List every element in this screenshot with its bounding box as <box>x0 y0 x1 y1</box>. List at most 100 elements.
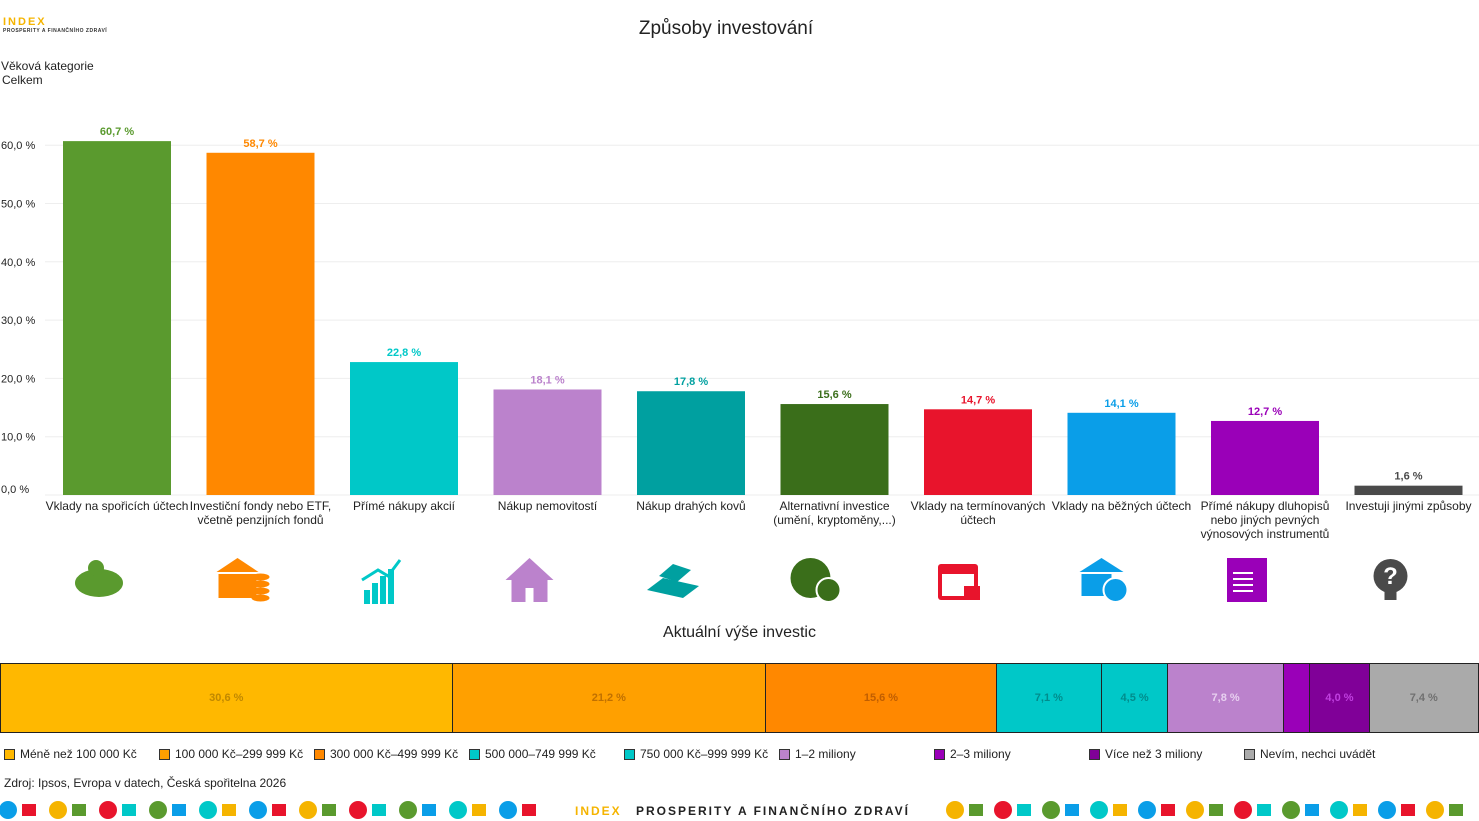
stack-segment[interactable]: 4,5 % <box>1101 663 1169 733</box>
stack-segment[interactable]: 7,8 % <box>1168 663 1284 733</box>
legend-item[interactable]: 2–3 miliony <box>934 747 1011 761</box>
bar[interactable] <box>1067 412 1176 495</box>
bar[interactable] <box>1354 485 1463 495</box>
stack-segment[interactable]: 30,6 % <box>0 663 453 733</box>
decoration-icon <box>0 801 17 819</box>
bar-value-label: 1,6 % <box>1394 471 1422 483</box>
bar-value-label: 58,7 % <box>243 138 277 150</box>
stack-segment[interactable]: 7,1 % <box>996 663 1102 733</box>
legend-item[interactable]: Méně než 100 000 Kč <box>4 747 137 761</box>
question-icon: ? <box>1373 559 1408 600</box>
gold-bars-icon <box>647 564 699 598</box>
decoration-icon <box>1113 804 1127 816</box>
stacked-chart-title: Aktuální výše investic <box>663 624 816 641</box>
x-tick-label: Alternativní investice (umění, kryptoměn… <box>773 499 896 527</box>
legend-swatch <box>624 748 635 760</box>
stack-segment[interactable]: 7,4 % <box>1369 663 1479 733</box>
bar-value-label: 15,6 % <box>817 389 851 401</box>
decoration-icon <box>1161 804 1175 816</box>
legend-label: Nevím, nechci uvádět <box>1260 747 1376 761</box>
bar-value-label: 60,7 % <box>100 126 134 138</box>
footer-logo-sub: PROSPERITY A FINANČNÍHO ZDRAVÍ <box>636 803 910 818</box>
bar[interactable] <box>1211 420 1319 495</box>
legend-label: 2–3 miliony <box>950 747 1011 761</box>
bar[interactable] <box>637 391 745 495</box>
decoration-icon <box>272 804 286 816</box>
legend-swatch <box>4 748 15 760</box>
decoration-icon <box>172 804 186 816</box>
y-tick-label: 20,0 % <box>1 373 35 385</box>
decoration-icon <box>322 804 336 816</box>
bar[interactable] <box>63 141 171 495</box>
bar-value-label: 17,8 % <box>674 376 708 388</box>
y-tick-label: 50,0 % <box>1 199 35 211</box>
decoration-icon <box>1353 804 1367 816</box>
x-tick-label: Vklady na spořicích účtech <box>45 499 189 513</box>
bar[interactable] <box>350 362 458 495</box>
decoration-icon <box>372 804 386 816</box>
piggy-bank-icon <box>75 560 123 597</box>
legend-label: 1–2 miliony <box>795 747 856 761</box>
legend-label: 750 000 Kč–999 999 Kč <box>640 747 769 761</box>
bar-value-label: 12,7 % <box>1248 406 1282 418</box>
bar-chart: 0,0 % 10,0 % 20,0 % 30,0 % 40,0 % 50,0 % 60,0 … <box>1 126 1479 604</box>
x-tick-label: Nákup nemovitostí <box>497 499 598 513</box>
decoration-icon <box>994 801 1012 819</box>
stack-segment[interactable] <box>1283 663 1311 733</box>
decoration-icon <box>1090 801 1108 819</box>
chart-title: Způsoby investování <box>638 18 814 39</box>
source-note: Zdroj: Ipsos, Evropa v datech, Česká spo… <box>4 776 287 790</box>
legend-label: Více než 3 miliony <box>1105 747 1203 761</box>
bar-value-label: 14,1 % <box>1104 398 1138 410</box>
decoration-icon <box>1065 804 1079 816</box>
x-tick-label: Přímé nákupy dluhopisů nebo jiných pevný… <box>1200 499 1330 541</box>
bar[interactable] <box>206 152 315 496</box>
bar-value-label: 18,1 % <box>530 374 564 386</box>
legend-label: 300 000 Kč–499 999 Kč <box>330 747 459 761</box>
bar[interactable] <box>924 409 1032 495</box>
decoration-icon <box>472 804 486 816</box>
decoration-icon <box>1330 801 1348 819</box>
legend-item[interactable]: Nevím, nechci uvádět <box>1244 747 1375 761</box>
stock-chart-icon <box>361 559 402 604</box>
palette-bitcoin-icon <box>790 558 842 603</box>
bar[interactable] <box>493 389 602 495</box>
decoration-icon <box>222 804 236 816</box>
decoration-icon <box>1305 804 1319 816</box>
decoration-icon <box>1378 801 1396 819</box>
decoration-icon <box>49 801 67 819</box>
decoration-icon <box>249 801 267 819</box>
y-tick-label: 30,0 % <box>1 315 35 327</box>
decoration-icon <box>349 801 367 819</box>
legend-item[interactable]: 100 000 Kč–299 999 Kč <box>159 747 303 761</box>
legend-swatch <box>1244 748 1255 760</box>
legend-item[interactable]: Více než 3 miliony <box>1089 747 1202 761</box>
y-tick-label: 60,0 % <box>1 140 35 152</box>
decoration-icon <box>399 801 417 819</box>
svg-text:?: ? <box>1383 563 1398 590</box>
calendar-lock-icon <box>938 564 980 600</box>
stack-segment[interactable]: 4,0 % <box>1310 663 1370 733</box>
legend-swatch <box>314 748 325 760</box>
legend-swatch <box>779 748 790 760</box>
filter-value[interactable]: Celkem <box>2 73 43 87</box>
decoration-icon <box>1186 801 1204 819</box>
bank-czk-icon <box>1079 558 1129 603</box>
legend-item[interactable]: 500 000–749 999 Kč <box>469 747 596 761</box>
index-logo: INDEX PROSPERITY A FINANČNÍHO ZDRAVÍ <box>3 16 108 34</box>
decoration-icon <box>1401 804 1415 816</box>
stack-segment[interactable]: 15,6 % <box>766 663 997 733</box>
decoration-icon <box>1017 804 1031 816</box>
stack-segment[interactable]: 21,2 % <box>452 663 767 733</box>
legend-item[interactable]: 750 000 Kč–999 999 Kč <box>624 747 768 761</box>
legend-item[interactable]: 300 000 Kč–499 999 Kč <box>314 747 458 761</box>
legend-label: Méně než 100 000 Kč <box>20 747 137 761</box>
bar[interactable] <box>780 404 889 495</box>
decoration-icon <box>1234 801 1252 819</box>
bar-value-label: 14,7 % <box>961 394 995 406</box>
bond-document-icon <box>1227 558 1267 602</box>
legend-swatch <box>1089 748 1100 760</box>
legend-item[interactable]: 1–2 miliony <box>779 747 856 761</box>
legend-swatch <box>469 748 480 760</box>
footer-logo: INDEX <box>575 804 622 818</box>
